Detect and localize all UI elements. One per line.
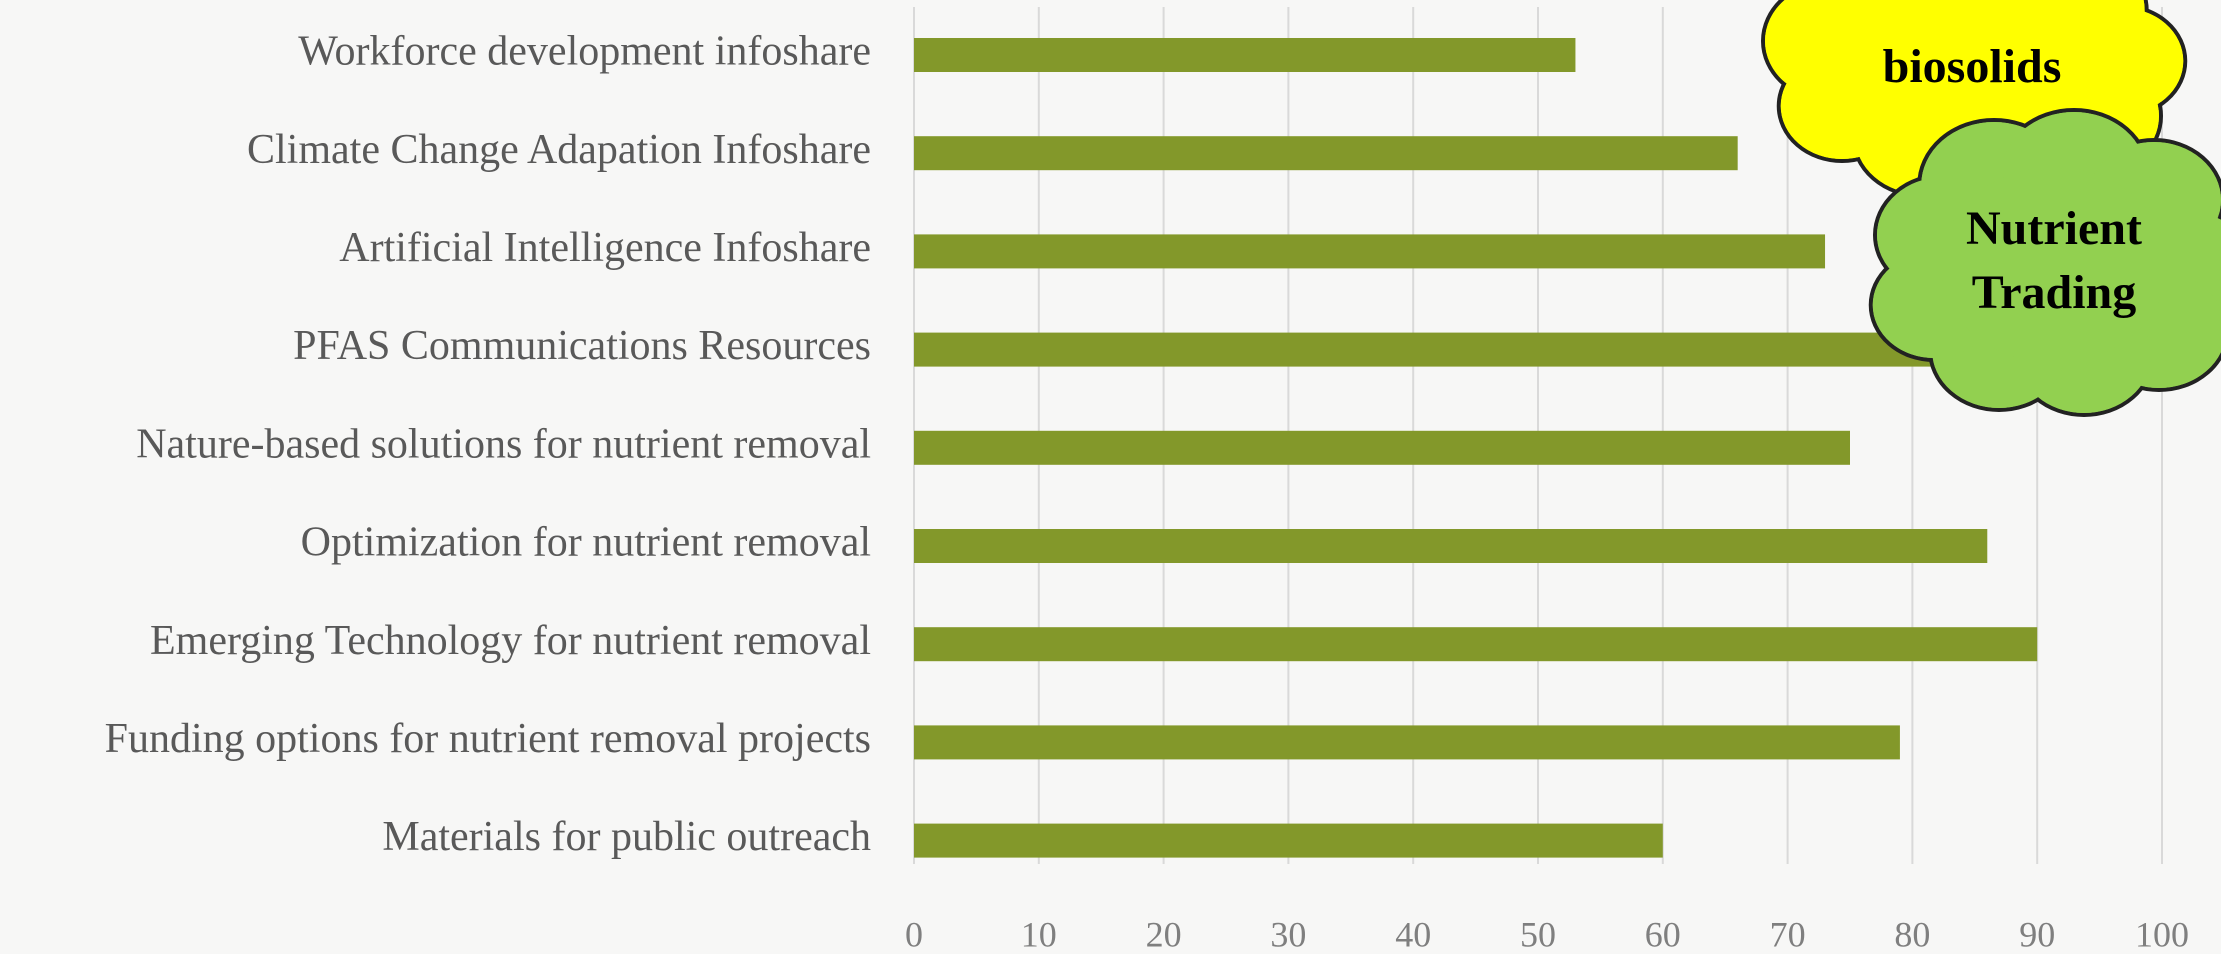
category-label: Artificial Intelligence Infoshare xyxy=(339,225,871,271)
category-label: Funding options for nutrient removal pro… xyxy=(105,716,871,762)
bar xyxy=(914,725,1900,760)
cloud-text: biosolids xyxy=(1883,40,2062,93)
category-label: Emerging Technology for nutrient removal xyxy=(150,618,871,664)
x-tick-label: 20 xyxy=(1146,914,1182,954)
category-label: Optimization for nutrient removal xyxy=(301,520,871,566)
bar xyxy=(914,38,1576,72)
x-tick-label: 100 xyxy=(2135,914,2189,954)
cloud-fill xyxy=(1941,167,2167,363)
category-label: Workforce development infoshare xyxy=(298,29,871,75)
cloud-text: Trading xyxy=(1972,266,2136,319)
bar xyxy=(914,823,1663,858)
x-tick-label: 70 xyxy=(1770,914,1806,954)
callout-cloud: biosolids xyxy=(1761,0,2188,198)
bar xyxy=(914,529,1988,563)
category-label: PFAS Communications Resources xyxy=(293,323,871,369)
x-tick-label: 80 xyxy=(1894,914,1930,954)
x-tick-label: 90 xyxy=(2019,914,2055,954)
x-tick-label: 0 xyxy=(905,914,923,954)
bar xyxy=(914,332,2013,367)
cloud-text: Nutrient xyxy=(1966,202,2142,255)
category-label: Nature-based solutions for nutrient remo… xyxy=(136,421,871,467)
bar xyxy=(914,234,1826,269)
bar xyxy=(914,627,2038,662)
x-tick-label: 10 xyxy=(1021,914,1057,954)
x-tick-label: 50 xyxy=(1520,914,1556,954)
x-tick-label: 30 xyxy=(1270,914,1306,954)
bar xyxy=(914,136,1738,171)
plot-area: 0 10 20 30 40 50 60 70 80 90 100 Workforce developm… xyxy=(105,7,2189,954)
bar xyxy=(914,430,1850,465)
category-label: Materials for public outreach xyxy=(382,814,871,860)
x-tick-label: 40 xyxy=(1395,914,1431,954)
x-tick-label: 60 xyxy=(1645,914,1681,954)
callout-cloud: Nutrient Trading xyxy=(1868,108,2221,417)
category-label: Climate Change Adapation Infoshare xyxy=(247,127,871,173)
